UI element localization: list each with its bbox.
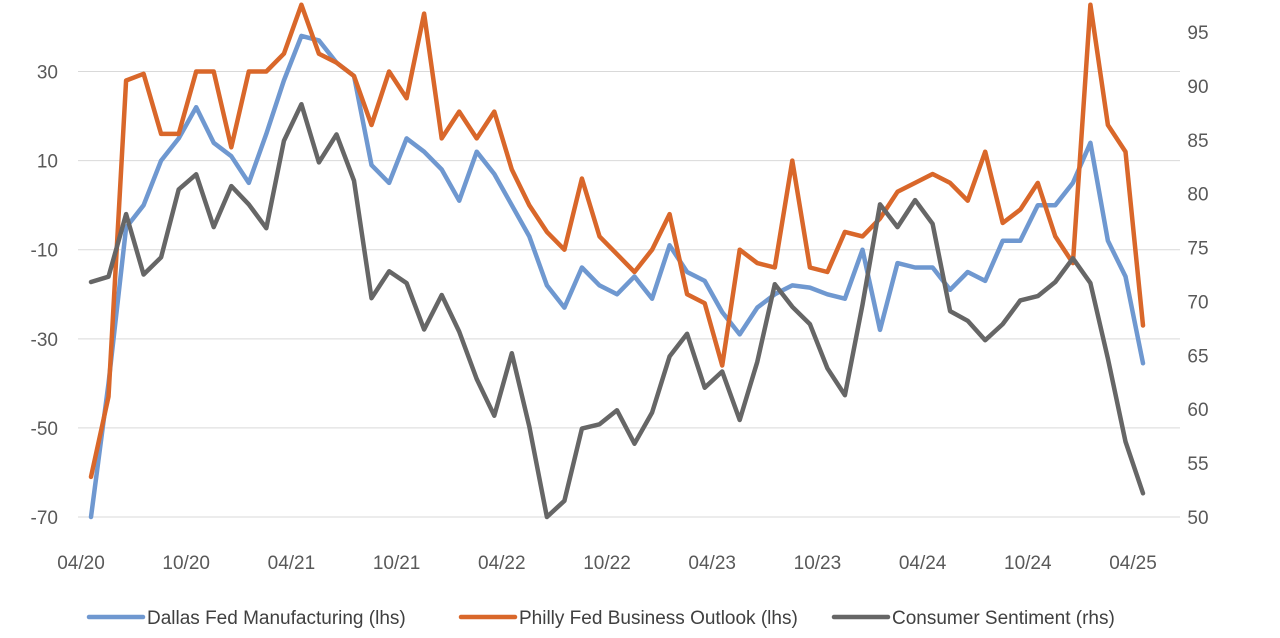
- right-axis: 95 90 85 80 75 70 65 60 55 50: [1187, 23, 1208, 529]
- left-axis: 30 10 -10 -30 -50 -70: [31, 63, 58, 529]
- right-tick-label: 85: [1187, 131, 1208, 152]
- x-tick-label: 04/25: [1109, 553, 1157, 574]
- right-tick-label: 90: [1187, 77, 1208, 98]
- left-tick-label: 30: [37, 63, 58, 84]
- right-tick-label: 80: [1187, 185, 1208, 206]
- series-line-1: [88, 2, 1146, 480]
- x-tick-label: 10/21: [373, 553, 421, 574]
- legend-label: Dallas Fed Manufacturing (lhs): [147, 608, 406, 629]
- x-axis: 04/20 10/20 04/21 10/21 04/22 10/22 04/23 10/23…: [57, 553, 1157, 574]
- x-tick-label: 10/22: [583, 553, 631, 574]
- legend: Dallas Fed Manufacturing (lhs) Philly Fed…: [86, 608, 1115, 629]
- series-line-2: [88, 101, 1146, 520]
- x-tick-label: 10/24: [1004, 553, 1052, 574]
- right-tick-label: 55: [1187, 454, 1208, 475]
- right-tick-label: 95: [1187, 23, 1208, 44]
- left-tick-label: 10: [37, 152, 58, 173]
- right-tick-label: 75: [1187, 239, 1208, 260]
- series-lines: [88, 2, 1146, 520]
- x-tick-label: 04/24: [899, 553, 947, 574]
- left-tick-label: -30: [31, 330, 58, 351]
- x-tick-label: 04/22: [478, 553, 526, 574]
- legend-label: Philly Fed Business Outlook (lhs): [519, 608, 798, 629]
- gridlines: [78, 71, 1180, 518]
- x-tick-label: 04/23: [688, 553, 736, 574]
- x-tick-label: 04/20: [57, 553, 105, 574]
- right-tick-label: 50: [1187, 508, 1208, 529]
- x-tick-label: 04/21: [268, 553, 316, 574]
- left-tick-label: -50: [31, 419, 58, 440]
- x-tick-label: 10/23: [794, 553, 842, 574]
- left-tick-label: -70: [31, 508, 58, 529]
- right-tick-label: 65: [1187, 346, 1208, 367]
- right-tick-label: 70: [1187, 292, 1208, 313]
- x-tick-label: 10/20: [162, 553, 210, 574]
- legend-label: Consumer Sentiment (rhs): [892, 608, 1115, 629]
- series-line-0: [88, 33, 1146, 520]
- right-tick-label: 60: [1187, 400, 1208, 421]
- left-tick-label: -10: [31, 241, 58, 262]
